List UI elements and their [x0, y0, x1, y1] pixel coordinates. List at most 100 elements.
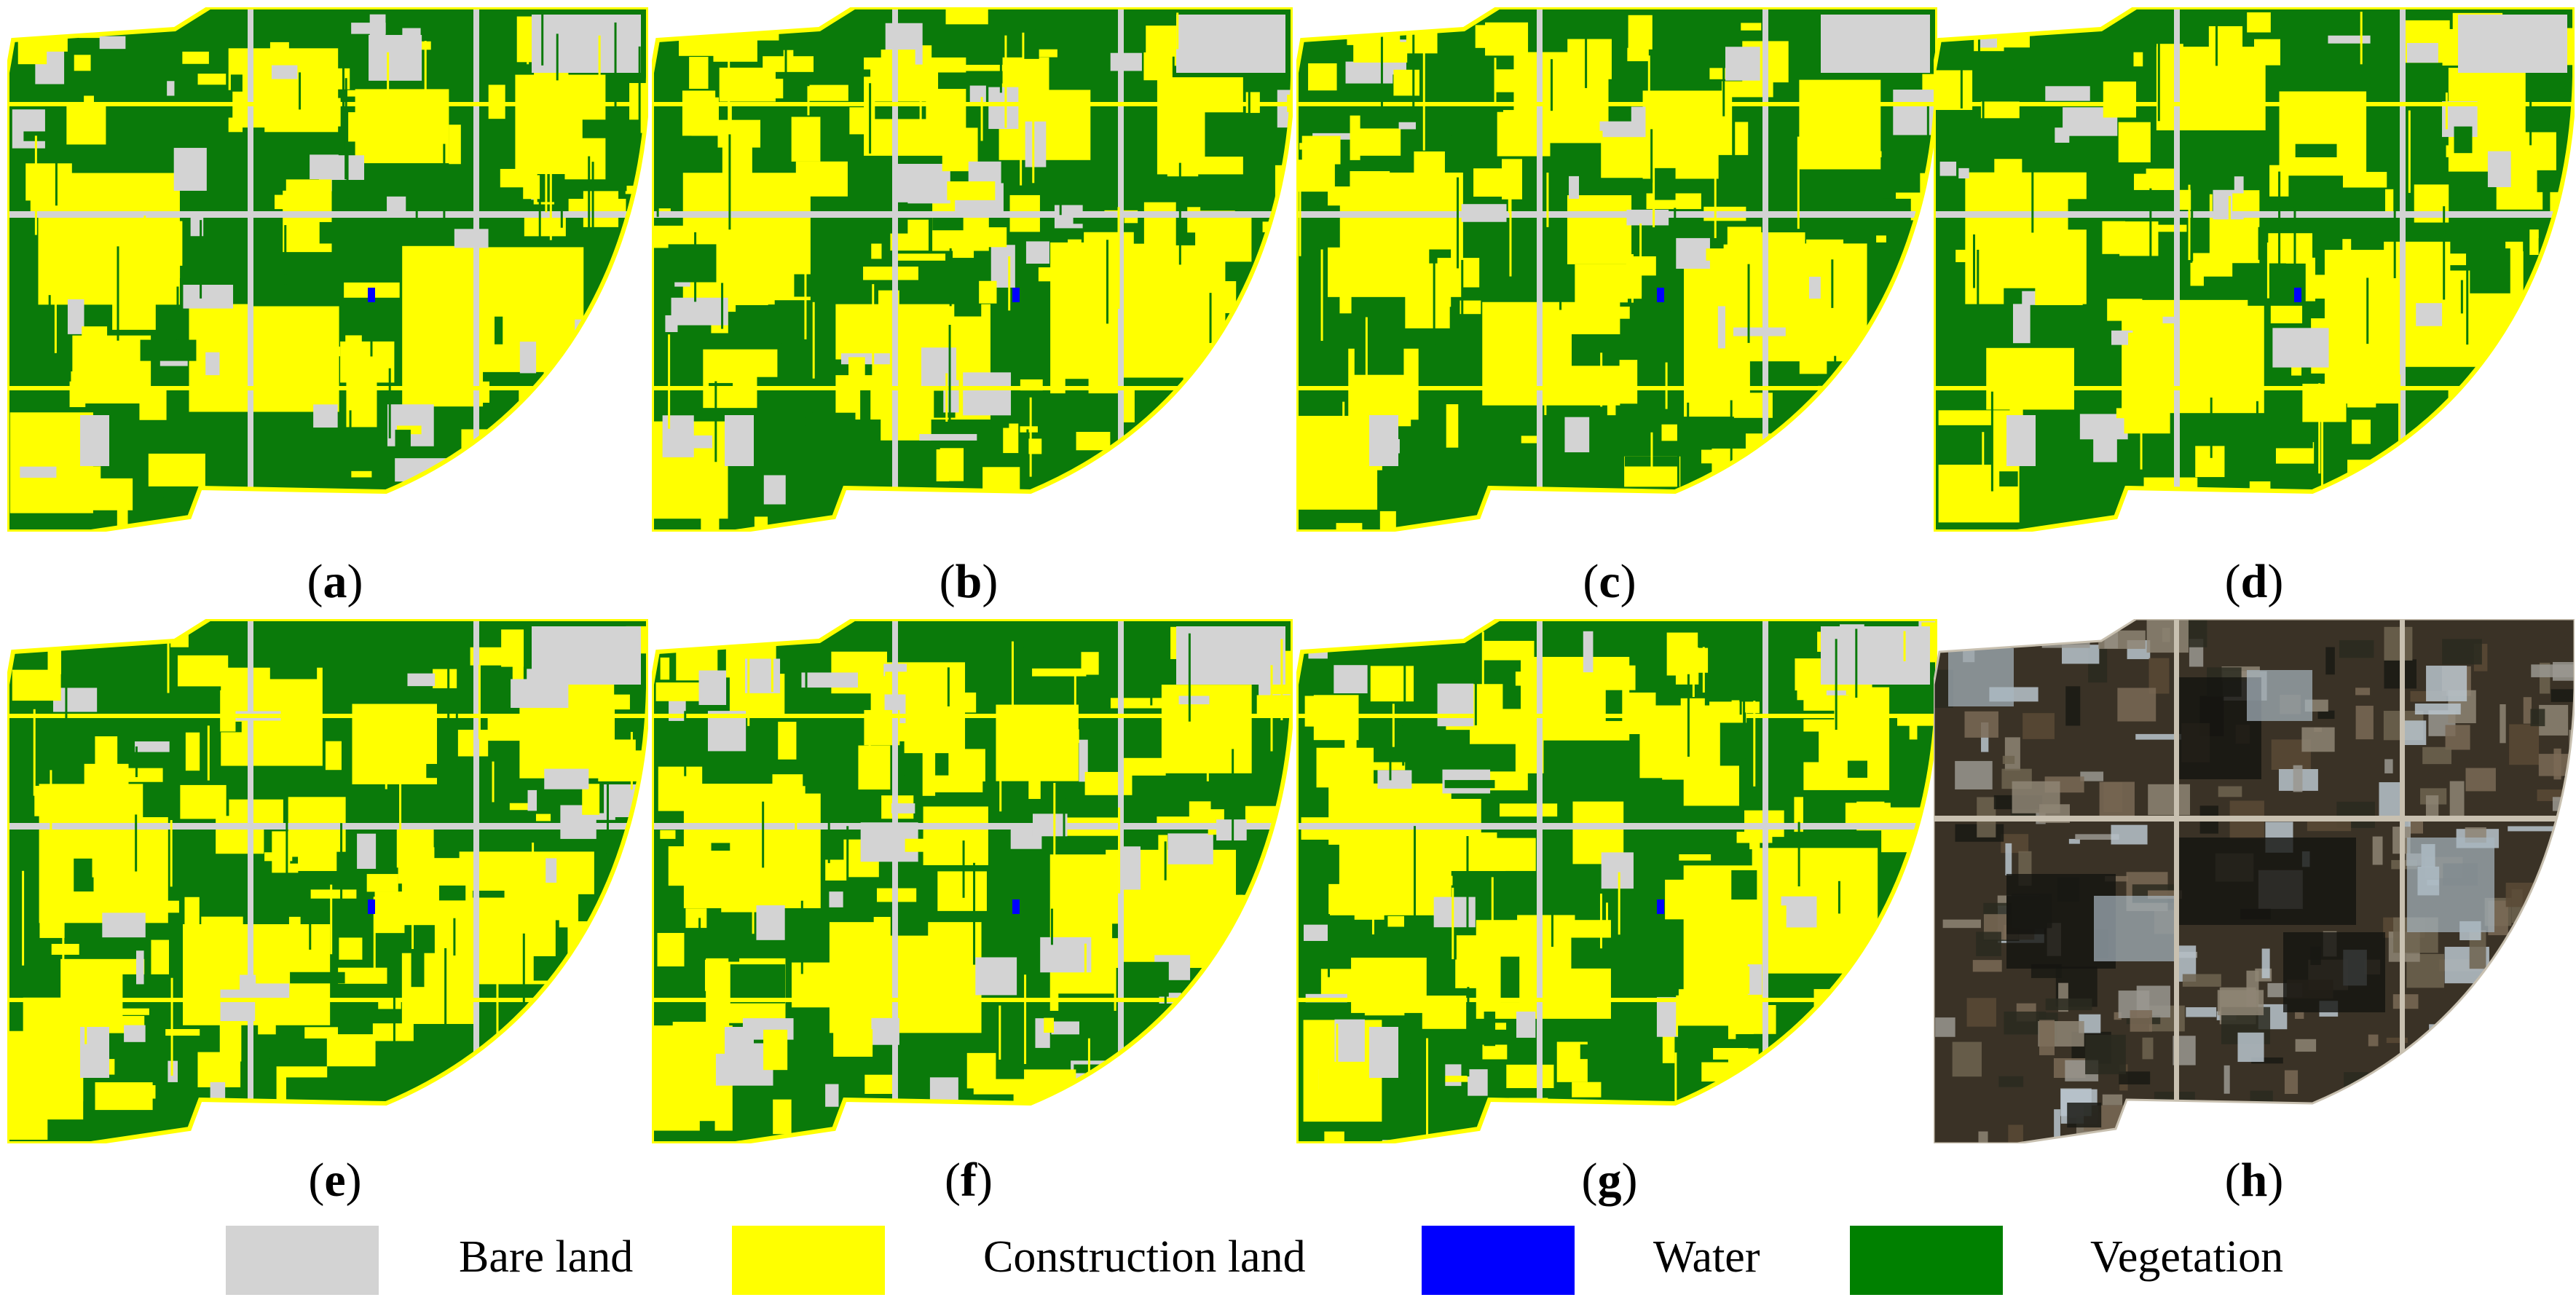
imagery-patch	[2039, 1020, 2055, 1055]
bare-area	[80, 1027, 109, 1078]
bare-patch	[1516, 1011, 1536, 1038]
construction-patch	[1181, 1002, 1201, 1033]
vegetation-patch	[466, 681, 503, 696]
field-strip	[285, 800, 288, 897]
bare-patch	[2384, 504, 2416, 532]
bare-patch	[1051, 1021, 1079, 1035]
construction-patch	[1768, 1122, 1792, 1135]
construction-patch	[979, 280, 997, 304]
water-body	[368, 899, 375, 914]
imagery-patch	[2067, 1103, 2102, 1128]
vegetation-patch	[1653, 168, 1676, 200]
construction-patch	[599, 986, 618, 1018]
construction-patch	[701, 500, 720, 532]
construction-patch	[102, 892, 119, 918]
vegetation-patch	[1354, 339, 1404, 375]
urban-area	[2407, 838, 2494, 932]
construction-patch	[1652, 519, 1674, 527]
imagery-patch	[1976, 931, 2001, 956]
bare-patch	[20, 466, 57, 478]
imagery-patch	[2187, 620, 2207, 647]
bare-patch	[1733, 327, 1786, 336]
construction-patch	[25, 163, 72, 201]
vegetation-patch	[47, 1119, 90, 1143]
map-f	[652, 619, 1293, 1143]
imagery-patch	[2414, 704, 2461, 715]
vegetation-patch	[230, 74, 243, 92]
field-strip	[747, 625, 750, 726]
construction-patch	[1604, 665, 1636, 690]
construction-patch	[1186, 1056, 1221, 1097]
bare-patch	[271, 65, 298, 79]
caption-c: (c)	[1583, 555, 1636, 608]
imagery-patch	[1964, 711, 1998, 738]
construction-patch	[239, 960, 253, 967]
field-strip	[1392, 704, 1395, 747]
construction-patch	[278, 1142, 291, 1143]
map-e	[7, 619, 648, 1143]
imagery-patch	[2111, 1130, 2122, 1143]
vegetation-patch	[380, 854, 391, 873]
construction-patch	[66, 105, 106, 145]
vegetation-patch	[1703, 475, 1736, 517]
construction-patch	[873, 916, 891, 958]
field-strip	[22, 870, 25, 966]
construction-patch	[1820, 273, 1833, 312]
field-strip	[804, 267, 807, 339]
construction-patch	[372, 1023, 414, 1041]
field-strip	[2529, 90, 2532, 146]
construction-patch	[2155, 506, 2189, 531]
field-strip	[1020, 92, 1023, 186]
field-strip	[385, 716, 387, 789]
field-strip	[1885, 942, 1888, 1006]
vegetation-patch	[2425, 524, 2474, 532]
road	[1296, 211, 1937, 218]
construction-patch	[1044, 1017, 1055, 1033]
imagery-patch	[2386, 1037, 2408, 1044]
field-strip	[1838, 880, 1840, 914]
construction-patch	[568, 198, 626, 215]
legend-swatch-construction-land	[732, 1226, 885, 1295]
construction-patch	[778, 722, 797, 760]
construction-patch	[953, 229, 974, 259]
construction-patch	[489, 502, 547, 532]
bare-patch	[2328, 35, 2371, 44]
vegetation-patch	[973, 1138, 1007, 1143]
field-strip	[1831, 259, 1834, 308]
construction-patch	[501, 629, 524, 667]
construction-patch	[1004, 530, 1036, 532]
bare-patch	[1703, 483, 1751, 511]
bare-patch	[2272, 328, 2329, 368]
construction-patch	[996, 1138, 1040, 1143]
field-strip	[1457, 177, 1460, 269]
field-strip	[1855, 629, 1858, 698]
imagery-patch	[2445, 725, 2470, 750]
construction-patch	[463, 504, 513, 521]
imagery-patch	[2567, 862, 2575, 870]
field-strip	[299, 72, 302, 110]
construction-patch	[2133, 52, 2143, 67]
imagery-patch	[2176, 1122, 2226, 1139]
field-strip	[1024, 974, 1027, 1064]
bare-patch	[1178, 696, 1210, 705]
construction-patch	[1475, 25, 1502, 48]
vegetation-patch	[1500, 956, 1520, 1003]
road	[892, 619, 898, 1143]
field-strip	[2258, 226, 2261, 260]
construction-patch	[689, 57, 709, 89]
construction-patch	[1710, 1136, 1768, 1143]
imagery-patch	[2532, 962, 2565, 973]
field-strip	[527, 28, 529, 65]
field-strip	[2140, 409, 2143, 470]
imagery-patch	[2146, 619, 2189, 653]
imagery-patch	[1978, 1131, 1988, 1143]
field-strip	[805, 651, 808, 703]
vegetation-patch	[1377, 478, 1388, 486]
construction-patch	[2208, 25, 2243, 72]
construction-patch	[1623, 692, 1656, 734]
vegetation-patch	[1058, 993, 1114, 1015]
construction-patch	[1608, 306, 1630, 319]
field-strip	[1433, 257, 1435, 345]
imagery-patch	[2261, 948, 2270, 979]
construction-patch	[1567, 39, 1612, 79]
